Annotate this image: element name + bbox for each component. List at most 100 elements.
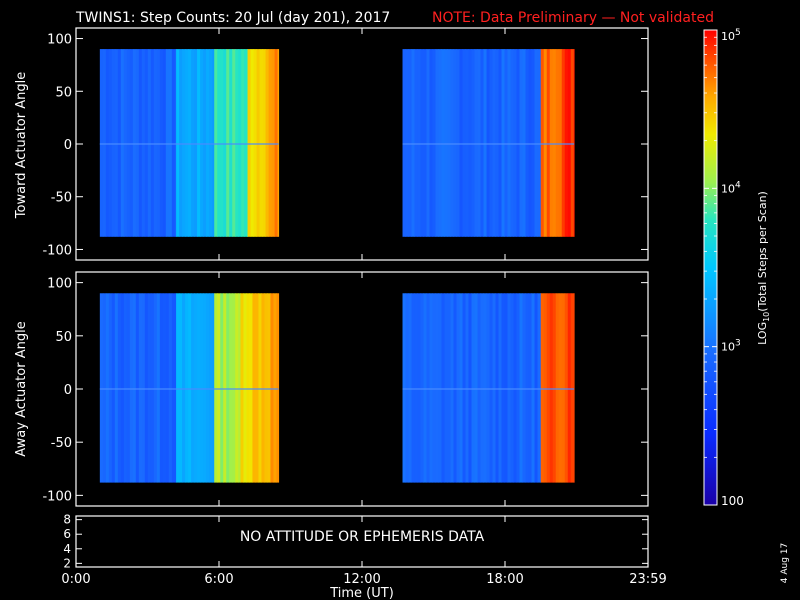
away-heatmap-column [156,293,161,483]
away-heatmap-column [182,293,186,483]
toward-heatmap-column [570,49,575,237]
toward-heatmap-column [168,49,173,237]
away-heatmap-column [176,293,180,483]
away-ylabel: Away Actuator Angle [14,321,29,456]
away-heatmap-column [564,293,569,483]
toward-heatmap-column [253,49,258,237]
toward-heatmap-column [453,49,458,237]
toward-heatmap-column [271,49,276,237]
toward-heatmap-column [528,49,533,237]
away-heatmap-column [243,293,247,483]
toward-heatmap-column [441,49,446,237]
away-heatmap-column [206,293,210,483]
toward-heatmap-column [450,49,455,237]
away-heatmap-column [465,293,470,483]
toward-heatmap-column [235,49,239,237]
toward-y-tick-label: -100 [42,243,72,258]
away-heatmap-column [426,293,431,483]
toward-heatmap-column [507,49,512,237]
toward-heatmap-column [501,49,506,237]
toward-heatmap-column [519,49,524,237]
toward-heatmap-column [220,49,224,237]
toward-heatmap-column [212,49,215,237]
toward-heatmap-column [105,49,110,237]
toward-heatmap-column [262,49,267,237]
toward-heatmap-column [135,49,140,237]
toward-heatmap-column [417,49,422,237]
toward-y-tick-label: 100 [47,33,72,48]
chart-title: TWINS1: Step Counts: 20 Jul (day 201), 2… [75,10,390,26]
away-heatmap-column [402,293,407,483]
away-heatmap-column [483,293,488,483]
no-data-message: NO ATTITUDE OR EPHEMERIS DATA [240,529,485,545]
away-heatmap-column [570,293,575,483]
toward-heatmap-column [247,49,252,237]
away-heatmap-column [516,293,521,483]
toward-heatmap-column [277,49,280,237]
toward-heatmap-column [265,49,270,237]
away-heatmap-column [165,293,170,483]
away-heatmap-column [468,293,473,483]
toward-heatmap-column [498,49,503,237]
toward-heatmap-column [200,49,204,237]
away-heatmap-column [456,293,461,483]
toward-heatmap-column [99,49,104,237]
away-panel: 100 50 0 -50 -100 Away Actuator Angle [14,271,649,507]
away-heatmap-column [498,293,503,483]
away-heatmap-column [453,293,458,483]
away-heatmap-column [531,293,536,483]
toward-heatmap-column [229,49,233,237]
away-heatmap-column [522,293,527,483]
away-heatmap-column [552,293,557,483]
toward-heatmap-column [147,49,152,237]
toward-heatmap-column [141,49,146,237]
toward-heatmap-column [256,49,261,237]
away-heatmap-column [147,293,152,483]
toward-heatmap-column [432,49,437,237]
toward-heatmap-column [462,49,467,237]
toward-heatmap-column [185,49,189,237]
toward-heatmap-column [573,49,575,237]
toward-ylabel: Toward Actuator Angle [14,72,29,219]
away-heatmap-column [258,293,262,483]
away-heatmap-column [543,293,548,483]
away-heatmap-column [126,293,131,483]
toward-heatmap-column [144,49,149,237]
away-heatmap-column [471,293,476,483]
ephemeris-y-tick-label: 6 [63,527,71,541]
away-heatmap-column [540,293,545,483]
away-heatmap-column [203,293,207,483]
away-y-tick-label: -100 [42,489,72,504]
away-heatmap-column [200,293,204,483]
away-heatmap-column [123,293,128,483]
toward-heatmap-column [447,49,452,237]
colorbar: 100 103 104 105 LOG10(Total Steps per Scan) [703,28,771,508]
colorbar-tick-label: 100 [721,494,744,508]
away-heatmap-column [408,293,413,483]
toward-heatmap-column [435,49,440,237]
away-heatmap-column [267,293,271,483]
toward-heatmap-column [194,49,198,237]
toward-axis: 100 50 0 -50 -100 [42,33,648,258]
toward-heatmap-column [206,49,210,237]
date-stamp: 4 Aug 17 [780,543,790,583]
away-heatmap-column [414,293,419,483]
toward-heatmap-column [232,49,236,237]
toward-heatmap-column [558,49,563,237]
toward-heatmap-column [150,49,155,237]
away-heatmap-column [489,293,494,483]
toward-heatmap-column [191,49,195,237]
away-heatmap-column [438,293,443,483]
toward-heatmap-column [138,49,143,237]
toward-heatmap-column [126,49,131,237]
away-y-tick-label: -50 [51,436,72,451]
away-heatmap-column [507,293,512,483]
away-heatmap-column [255,293,259,483]
away-heatmap-column [477,293,482,483]
toward-heatmap-column [486,49,491,237]
x-tick-label: 23:59 [629,572,666,587]
toward-heatmap-column [188,49,192,237]
toward-heatmap-column [250,49,255,237]
